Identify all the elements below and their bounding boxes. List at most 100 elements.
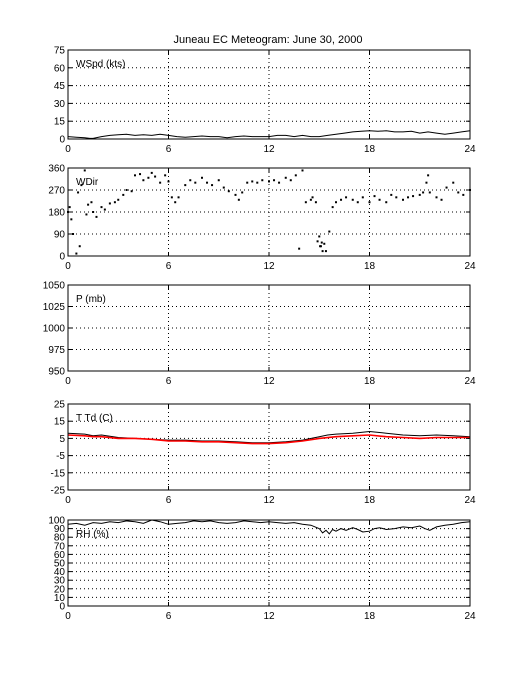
temp-y-tick-label: 5: [59, 434, 65, 445]
wdir-data-point: [241, 191, 244, 194]
wdir-x-tick-label: 24: [464, 261, 476, 272]
wdir-data-point: [201, 176, 203, 179]
wdir-data-point: [445, 186, 448, 189]
wdir-data-point: [246, 181, 249, 184]
wspd-x-tick-label: 6: [166, 144, 172, 155]
wdir-data-point: [331, 206, 334, 209]
wdir-data-point: [316, 240, 319, 243]
pres-x-tick-label: 18: [364, 376, 376, 387]
rh-y-tick-label: 10: [54, 593, 66, 604]
wdir-data-point: [298, 247, 301, 250]
rh-y-tick-label: 50: [54, 559, 66, 570]
wdir-data-point: [125, 189, 128, 191]
wdir-data-point: [412, 195, 415, 198]
wdir-data-point: [385, 201, 388, 204]
wdir-x-tick-label: 18: [364, 261, 376, 272]
wdir-data-point: [68, 206, 71, 209]
wdir-data-point: [304, 201, 307, 204]
temp-y-tick-label: -25: [51, 486, 66, 497]
wdir-data-point: [92, 211, 95, 213]
rh-y-tick-label: 70: [54, 541, 66, 552]
wdir-data-point: [150, 171, 153, 174]
wspd-x-tick-label: 24: [464, 144, 476, 155]
pres-x-tick-label: 0: [65, 376, 71, 387]
wdir-data-point: [289, 179, 292, 182]
wdir-data-point: [462, 193, 465, 196]
wdir-data-point: [422, 191, 425, 194]
wdir-data-point: [390, 193, 393, 196]
temp-series-line-1: [67, 434, 470, 445]
rh-y-tick-label: 20: [54, 584, 66, 595]
wdir-data-point: [167, 180, 170, 183]
wdir-data-point: [72, 233, 75, 235]
temp-y-tick-label: -15: [51, 468, 66, 479]
wdir-data-point: [189, 179, 192, 182]
wspd-panel-label: WSpd (kts): [76, 59, 125, 70]
wdir-data-point: [361, 196, 364, 199]
pres-panel-label: P (mb): [76, 294, 106, 305]
wdir-data-point: [395, 196, 398, 199]
wspd-y-tick-label: 0: [59, 135, 65, 146]
wdir-data-point: [70, 218, 73, 221]
rh-y-tick-label: 30: [54, 576, 66, 587]
wdir-data-point: [284, 176, 287, 179]
wspd-x-tick-label: 0: [65, 144, 71, 155]
wspd-x-tick-label: 18: [364, 144, 376, 155]
wdir-data-point: [100, 206, 103, 209]
rh-y-tick-label: 80: [54, 533, 66, 544]
panel-pres: 0 6 12 18 24 950 975 1000 1025 1050 P (mb): [43, 281, 476, 388]
temp-y-tick-label: 15: [54, 417, 66, 428]
pres-y-tick-label: 1000: [43, 324, 66, 335]
wdir-data-point: [457, 191, 460, 194]
wdir-data-point: [170, 196, 173, 199]
temp-y-tick-label: 25: [54, 400, 66, 411]
wdir-y-tick-label: 360: [48, 164, 65, 175]
wdir-data-point: [103, 208, 106, 211]
wdir-data-point: [234, 193, 237, 196]
wdir-data-point: [142, 179, 145, 182]
wdir-data-point: [184, 184, 187, 187]
wdir-data-point: [75, 252, 78, 255]
pres-y-tick-label: 1025: [43, 302, 66, 313]
rh-x-tick-label: 18: [364, 611, 376, 622]
temp-x-tick-label: 24: [464, 495, 476, 506]
rh-y-tick-label: 40: [54, 567, 66, 578]
pres-x-tick-label: 24: [464, 376, 476, 387]
wdir-data-point: [345, 196, 348, 199]
wdir-data-point: [402, 198, 404, 201]
wdir-data-point: [177, 196, 180, 199]
wdir-data-point: [319, 245, 322, 248]
wdir-data-point: [294, 174, 297, 177]
wdir-data-point: [211, 184, 214, 187]
temp-plot-area: [68, 404, 470, 490]
wdir-y-tick-label: 180: [48, 208, 65, 219]
wdir-panel-label: WDir: [76, 177, 99, 188]
wdir-data-point: [95, 215, 98, 218]
wdir-y-tick-label: 90: [54, 230, 66, 241]
wdir-data-point: [77, 191, 80, 194]
wdir-data-point: [418, 193, 421, 196]
wdir-data-point: [164, 174, 167, 177]
wdir-data-point: [323, 242, 326, 245]
chart-title: Juneau EC Meteogram: June 30, 2000: [174, 34, 363, 46]
rh-x-tick-label: 12: [263, 611, 275, 622]
wspd-y-tick-label: 60: [54, 63, 66, 74]
wdir-data-point: [301, 169, 304, 172]
wdir-data-point: [90, 201, 93, 204]
wdir-data-point: [378, 198, 381, 201]
wdir-data-point: [227, 190, 230, 193]
wdir-data-point: [130, 190, 133, 193]
wdir-data-point: [217, 179, 220, 182]
wdir-data-point: [335, 201, 337, 204]
wdir-data-point: [314, 201, 317, 204]
wdir-data-point: [85, 213, 88, 216]
wdir-data-point: [122, 193, 125, 196]
temp-x-tick-label: 12: [263, 495, 275, 506]
wdir-y-tick-label: 0: [59, 252, 65, 263]
wdir-data-point: [251, 180, 254, 183]
wdir-data-point: [440, 198, 443, 201]
wdir-data-point: [256, 181, 259, 184]
wspd-y-tick-label: 45: [54, 81, 66, 92]
pres-y-tick-label: 975: [48, 345, 65, 356]
